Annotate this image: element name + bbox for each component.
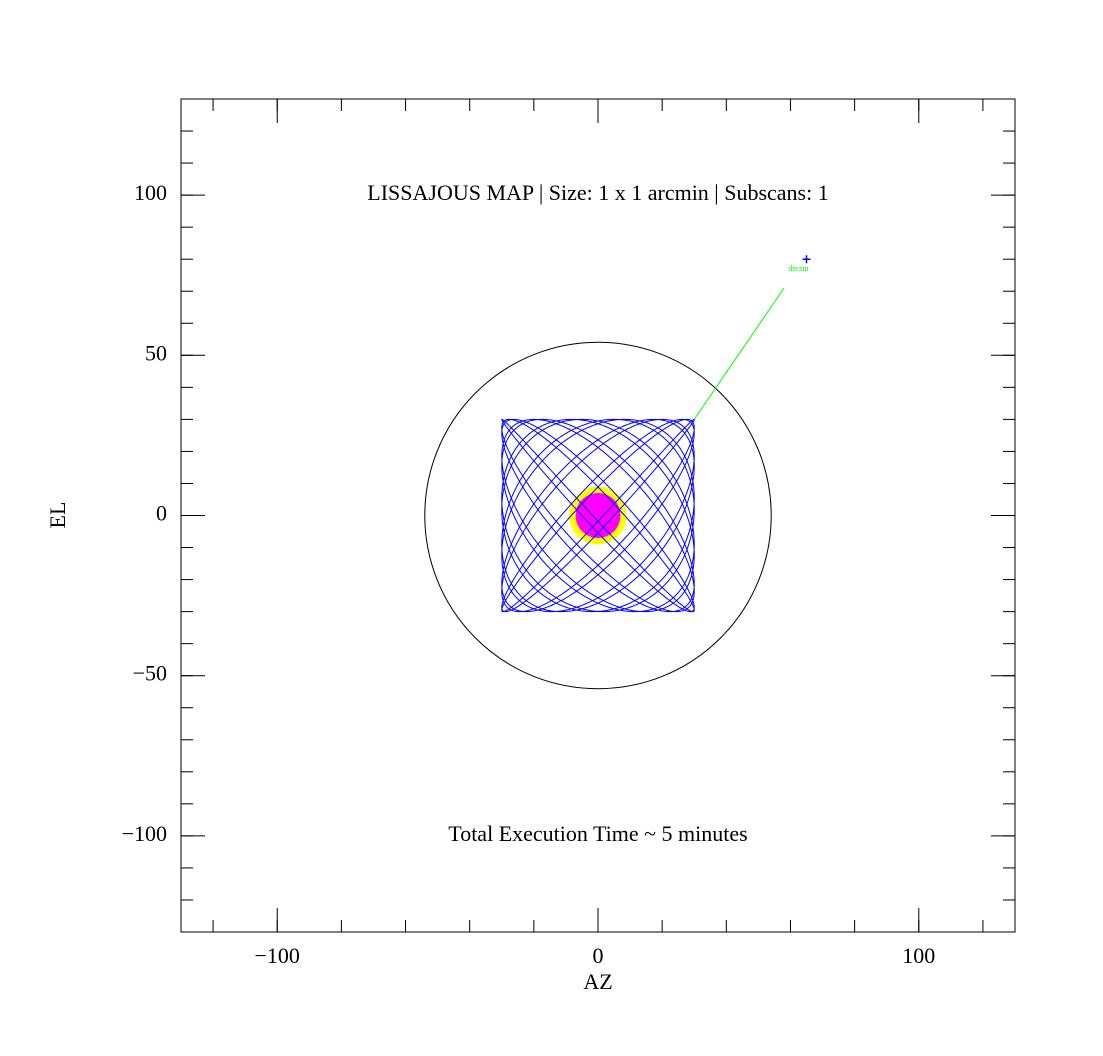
target-marker — [802, 255, 811, 264]
x-tick-label: −100 — [255, 943, 300, 968]
annotation: Total Execution Time ~ 5 minutes — [448, 821, 747, 846]
x-tick-label: 100 — [902, 943, 935, 968]
field-circle — [424, 341, 772, 690]
y-tick-label: −100 — [122, 821, 167, 846]
y-tick-label: 50 — [145, 340, 167, 365]
y-tick-label: 100 — [134, 180, 167, 205]
y-tick-label: 0 — [156, 501, 167, 526]
chart-title: LISSAJOUS MAP | Size: 1 x 1 arcmin | Sub… — [367, 180, 828, 205]
scan-pattern — [501, 418, 695, 613]
target-label: drezin — [789, 264, 809, 273]
pointer-line — [693, 287, 785, 420]
x-tick-label: 0 — [593, 943, 604, 968]
x-axis-label: AZ — [583, 969, 612, 994]
y-tick-label: −50 — [133, 661, 167, 686]
y-axis-label: EL — [45, 502, 70, 529]
source — [575, 493, 621, 538]
